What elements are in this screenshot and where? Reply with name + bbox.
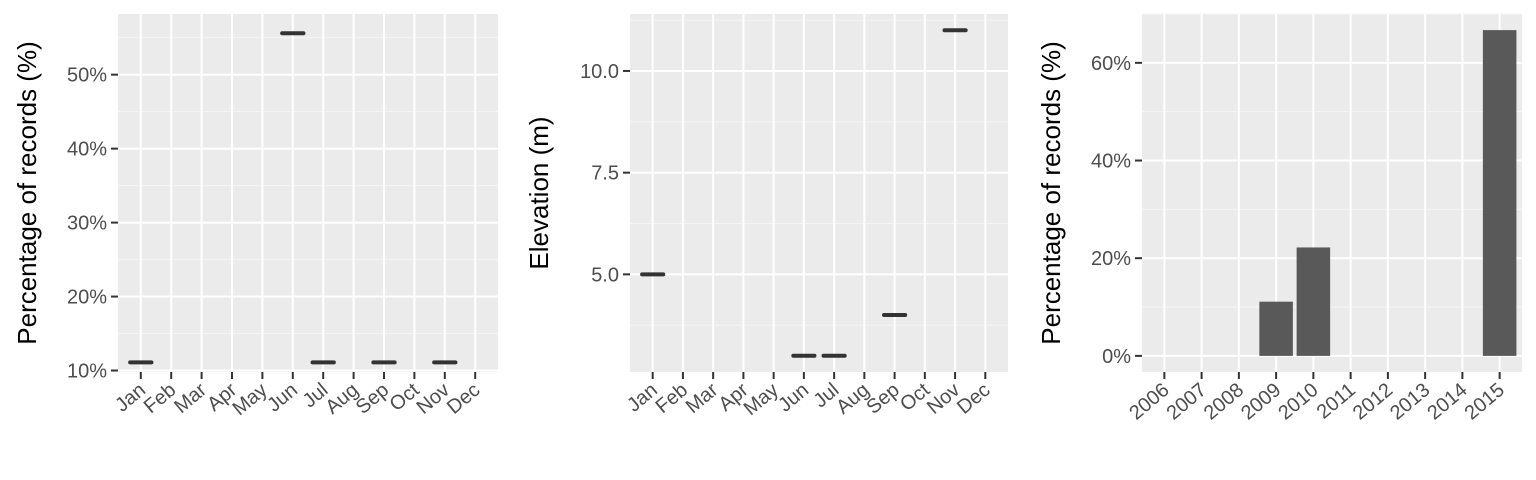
panel-background	[1142, 14, 1522, 372]
month-percentage-chart: 10%20%30%40%50%JanFebMarAprMayJunJulAugS…	[12, 14, 498, 420]
x-tick-label: 2008	[1200, 379, 1248, 424]
y-tick-label: 5.0	[591, 264, 619, 286]
y-tick-label: 60%	[1091, 53, 1131, 75]
month-elevation-chart: 5.07.510.0JanFebMarAprMayJunJulAugSepOct…	[524, 14, 1008, 420]
y-tick-label: 10.0	[580, 61, 619, 83]
x-tick-label: Jun	[774, 379, 813, 417]
y-tick-label: 40%	[1091, 151, 1131, 173]
y-axis-title: Percentage of records (%)	[1036, 41, 1066, 344]
y-tick-label: 20%	[1091, 248, 1131, 270]
panel-background	[118, 14, 498, 372]
x-tick-label: 2006	[1125, 379, 1173, 424]
panel-background	[630, 14, 1008, 372]
y-tick-label: 20%	[67, 287, 107, 309]
y-tick-label: 40%	[67, 139, 107, 161]
bar-2015	[1482, 30, 1517, 356]
x-tick-label: 2009	[1237, 379, 1285, 424]
x-tick-label: 2007	[1163, 379, 1211, 424]
year-percentage-chart: 0%20%40%60%20062007200820092010201120122…	[1036, 13, 1522, 424]
x-tick-label: 2014	[1423, 379, 1471, 424]
y-tick-label: 0%	[1102, 346, 1131, 368]
x-tick-label: 2010	[1274, 379, 1322, 424]
x-tick-label: Jun	[263, 379, 302, 417]
bar-2009	[1259, 301, 1293, 356]
x-tick-label: 2012	[1349, 379, 1397, 424]
x-tick-label: Dec	[953, 379, 994, 419]
x-tick-label: 2013	[1386, 379, 1434, 424]
bar-2010	[1296, 247, 1331, 356]
x-tick-label: Dec	[443, 379, 484, 419]
y-axis-title: Elevation (m)	[524, 116, 554, 269]
y-axis-title: Percentage of records (%)	[12, 41, 42, 344]
y-tick-label: 30%	[67, 213, 107, 235]
y-tick-label: 10%	[67, 361, 107, 383]
y-tick-label: 7.5	[591, 163, 619, 185]
y-tick-label: 50%	[67, 65, 107, 87]
x-tick-label: 2015	[1461, 379, 1509, 424]
x-tick-label: 2011	[1313, 379, 1360, 424]
